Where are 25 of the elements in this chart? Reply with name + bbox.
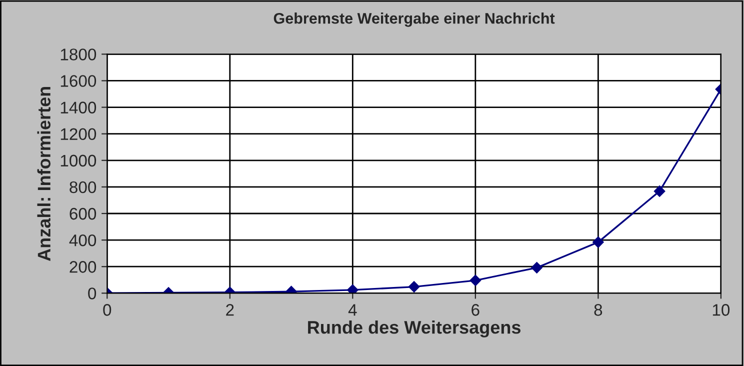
y-tick-label: 1400 xyxy=(60,102,96,114)
y-tick-label: 200 xyxy=(70,261,96,273)
y-tick-label: 1600 xyxy=(60,75,96,87)
point xyxy=(531,262,542,274)
y-tick-label: 400 xyxy=(69,234,96,246)
x-tick-label: 2 xyxy=(226,304,234,316)
x-tick-label: 6 xyxy=(472,304,480,316)
y-axis-title: Anzahl: Informierten xyxy=(37,87,51,261)
y-tick-label: 0 xyxy=(88,288,96,300)
x-axis-title: Runde des Weitersagens xyxy=(308,320,521,338)
point xyxy=(408,281,420,292)
x-tick-label: 0 xyxy=(103,304,112,316)
x-tick-label: 8 xyxy=(594,304,602,316)
point xyxy=(654,186,666,197)
y-tick-label: 1000 xyxy=(60,154,96,167)
point xyxy=(592,236,604,248)
y-tick-label: 1800 xyxy=(60,48,96,60)
x-tick-label: 10 xyxy=(712,304,730,316)
point xyxy=(347,284,358,294)
y-tick-label: 800 xyxy=(70,181,96,194)
chart-title: Gebremste Weitergabe einer Nachricht xyxy=(274,12,555,27)
y-tick-label: 1200 xyxy=(60,128,96,140)
x-tick-label: 4 xyxy=(348,304,357,316)
y-tick-label: 600 xyxy=(70,208,96,220)
point xyxy=(470,274,482,286)
